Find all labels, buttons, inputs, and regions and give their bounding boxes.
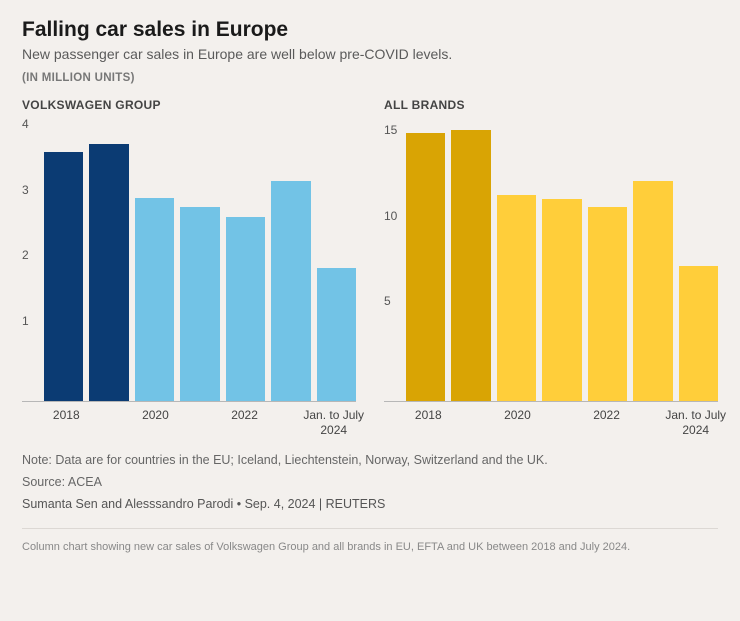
x-axis: 201820202022Jan. to July 2024 [44,402,356,438]
y-tick: 5 [384,294,391,308]
byline-text: Sumanta Sen and Alesssandro Parodi • Sep… [22,494,718,514]
x-tick: 2022 [231,408,258,423]
bars-container [44,118,356,401]
source-text: Source: ACEA [22,472,718,492]
x-tick: Jan. to July 2024 [665,408,726,438]
x-tick: 2020 [142,408,169,423]
x-tick: 2018 [53,408,80,423]
bar [271,181,310,401]
bar [406,133,445,401]
x-tick: 2022 [593,408,620,423]
panel-all-brands: ALL BRANDS 51015 201820202022Jan. to Jul… [384,98,718,438]
plot-area: 51015 201820202022Jan. to July 2024 [384,118,718,438]
x-axis: 201820202022Jan. to July 2024 [406,402,718,438]
units-label: (IN MILLION UNITS) [22,72,718,84]
bar [180,207,219,401]
axis-area: 5 10 15 [384,118,718,402]
x-tick: 2018 [415,408,442,423]
axis-area: 1 2 3 4 [22,118,356,402]
y-tick: 4 [22,117,29,131]
caption-text: Column chart showing new car sales of Vo… [22,528,718,557]
y-tick: 1 [22,314,29,328]
panel-title: VOLKSWAGEN GROUP [22,98,356,112]
panel-volkswagen: VOLKSWAGEN GROUP 1234 201820202022Jan. t… [22,98,356,438]
charts-row: VOLKSWAGEN GROUP 1 2 3 4 2018 2020 2022 Jan. t… [22,98,718,438]
panel-title: ALL BRANDS [384,98,718,112]
bar [542,199,581,401]
chart-subtitle: New passenger car sales in Europe are we… [22,46,718,62]
bar [497,195,536,401]
bar [89,144,128,401]
chart-title: Falling car sales in Europe [22,18,718,42]
note-text: Note: Data are for countries in the EU; … [22,450,718,470]
plot-area: 1234 201820202022Jan. to July 2024 [22,118,356,438]
bar [135,198,174,401]
bar [679,266,718,401]
bar [44,152,83,401]
bar [633,181,672,401]
y-tick: 15 [384,123,397,137]
y-tick: 2 [22,248,29,262]
bar [588,207,627,401]
y-tick: 3 [22,183,29,197]
y-tick: 10 [384,209,397,223]
footer: Note: Data are for countries in the EU; … [22,450,718,557]
bar [226,217,265,401]
bars-container [406,118,718,401]
x-tick: Jan. to July 2024 [303,408,364,438]
bar [451,130,490,401]
bar [317,268,356,401]
x-tick: 2020 [504,408,531,423]
